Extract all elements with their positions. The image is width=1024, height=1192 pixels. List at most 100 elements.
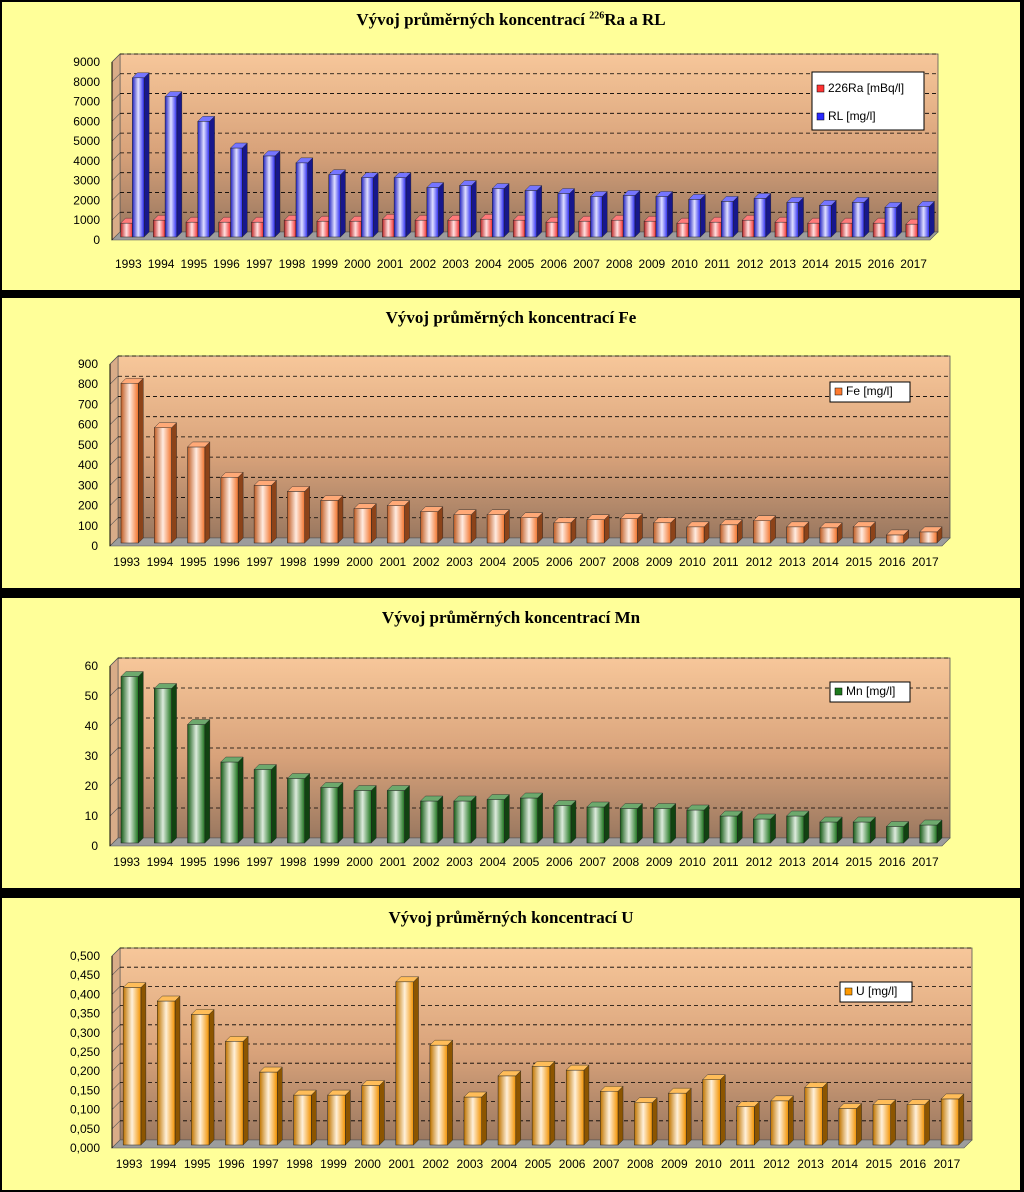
y-tick-label: 500 — [78, 438, 98, 452]
bar-side — [700, 193, 706, 238]
bar — [686, 526, 705, 544]
bar — [702, 1079, 721, 1146]
bar-top — [420, 506, 444, 512]
bar-top — [393, 172, 412, 178]
bar — [753, 198, 767, 238]
bar — [120, 676, 139, 844]
bar — [736, 1106, 755, 1146]
x-tick-label: 2002 — [413, 555, 440, 569]
bar — [586, 806, 605, 844]
gridline-side — [111, 1005, 121, 1014]
bar — [851, 202, 865, 238]
bar-side — [604, 801, 610, 844]
x-tick-label: 2001 — [380, 555, 407, 569]
bar — [230, 147, 243, 238]
bar — [225, 1041, 244, 1146]
x-tick-label: 2003 — [456, 1157, 483, 1171]
x-tick-label: 1999 — [313, 555, 340, 569]
bar — [197, 121, 210, 238]
bar-side — [437, 795, 444, 844]
gridline-side — [109, 517, 119, 526]
bar-side — [890, 1099, 896, 1146]
x-tick-label: 1998 — [280, 855, 307, 869]
bar — [905, 223, 918, 238]
x-tick-label: 2010 — [679, 555, 706, 569]
gridline-side — [111, 1101, 121, 1110]
mn-bar-chart: 0 10 20 30 40 50 60 1993 1994 1995 1996 1997 1998 199… — [85, 657, 951, 869]
y-tick-label: 40 — [85, 719, 99, 733]
x-tick-label: 2001 — [388, 1157, 415, 1171]
bar-side — [271, 764, 277, 844]
y-tick-label: 1000 — [73, 213, 100, 227]
bar — [653, 808, 672, 844]
x-tick-label: 2016 — [879, 855, 906, 869]
bar-top — [253, 480, 277, 486]
gridline-side — [111, 1024, 121, 1034]
gridline-side — [111, 93, 121, 102]
bar — [565, 1069, 585, 1146]
x-tick-label: 1997 — [246, 257, 273, 271]
bar-top — [851, 197, 870, 203]
gridline-side — [111, 947, 121, 957]
bar — [906, 1104, 925, 1146]
bar-side — [379, 1079, 385, 1146]
bar-top — [519, 512, 544, 518]
bar-top — [386, 785, 411, 791]
bar-top — [752, 515, 777, 521]
y-tick-label: 700 — [78, 397, 98, 411]
bar-side — [569, 188, 575, 238]
bar-top — [553, 517, 577, 523]
bar-top — [619, 513, 643, 519]
bar-top — [752, 813, 777, 820]
y-tick-label: 50 — [85, 689, 99, 703]
x-tick-label: 1999 — [313, 855, 340, 869]
bar-side — [311, 1089, 317, 1146]
x-tick-label: 2017 — [912, 855, 939, 869]
bar-top — [686, 804, 710, 811]
legend-swatch — [844, 987, 853, 996]
bar — [686, 809, 705, 844]
x-tick-label: 1995 — [180, 257, 207, 271]
bar — [283, 219, 297, 238]
bar — [420, 511, 439, 544]
bar-side — [685, 1087, 692, 1146]
x-tick-label: 2000 — [344, 257, 371, 271]
bar-side — [304, 485, 310, 544]
bar-side — [929, 200, 935, 238]
bar-side — [304, 773, 310, 844]
bar-side — [503, 183, 510, 238]
bar — [327, 1094, 346, 1146]
gridline-side — [109, 497, 119, 506]
bar-side — [924, 1099, 930, 1146]
bar — [753, 520, 771, 544]
x-tick-label: 2003 — [446, 855, 473, 869]
x-tick-label: 2010 — [695, 1157, 722, 1171]
bar — [353, 790, 372, 844]
y-tick-label: 6000 — [73, 114, 100, 128]
x-tick-label: 2009 — [661, 1157, 688, 1171]
bar-top — [293, 1089, 317, 1096]
legend-swatch — [834, 687, 843, 696]
bar-top — [804, 1082, 828, 1088]
chart-title-suffix: Ra a RL — [604, 10, 666, 29]
bar — [819, 821, 838, 844]
gridline-side — [109, 657, 119, 667]
gridline-side — [111, 152, 121, 162]
bar-top — [187, 441, 211, 448]
y-tick-label: 60 — [85, 659, 99, 673]
bar — [361, 1085, 380, 1146]
x-tick-label: 1998 — [286, 1157, 313, 1171]
bar-side — [277, 1066, 283, 1146]
bar — [414, 219, 428, 238]
x-tick-label: 2001 — [377, 257, 404, 271]
bar — [524, 190, 538, 238]
x-tick-label: 2000 — [354, 1157, 381, 1171]
bar-top — [557, 188, 575, 194]
bar-side — [337, 782, 344, 844]
gridline-side — [109, 777, 119, 787]
y-tick-label: 600 — [78, 418, 98, 432]
bar-top — [320, 495, 344, 501]
bar-top — [426, 182, 445, 188]
gridline-side — [109, 477, 119, 486]
bar — [251, 221, 264, 238]
